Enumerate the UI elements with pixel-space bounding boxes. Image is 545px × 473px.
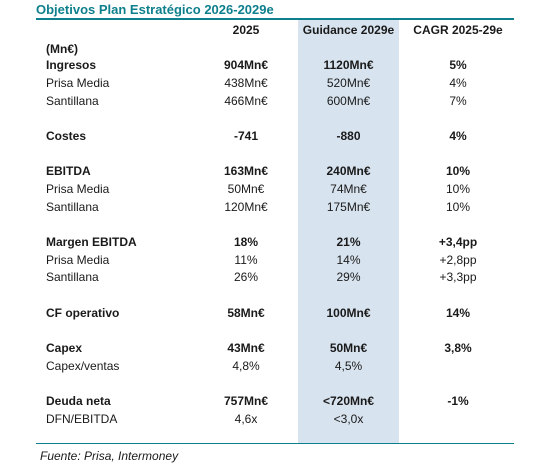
value-cagr: 4% [449,76,467,90]
value-2025: 26% [233,270,259,284]
guidance-column-highlight [298,20,399,443]
row-label: Capex/ventas [46,359,120,373]
value-2025: 757Mn€ [223,394,269,408]
column-header-cagr: CAGR 2025-29e [413,23,503,37]
value-2025: 58Mn€ [227,306,265,320]
row-ingresos-prisa-media: Prisa Media 438Mn€ 520Mn€ 4% [0,76,545,92]
row-margen-ebitda: Margen EBITDA 18% 21% +3,4pp [0,235,545,251]
title-divider [36,18,514,20]
row-label: Santillana [46,94,99,108]
value-2025: 466Mn€ [224,94,268,108]
value-guidance: 240Mn€ [326,164,371,178]
row-ingresos: Ingresos 904Mn€ 1120Mn€ 5% [0,58,545,74]
row-dfn-ebitda: DFN/EBITDA 4,6x <3,0x [0,412,545,428]
value-guidance: -880 [336,129,361,143]
row-margen-prisa-media: Prisa Media 11% 14% +2,8pp [0,253,545,269]
value-cagr: 7% [449,94,467,108]
row-costes: Costes -741 -880 4% [0,129,545,145]
value-guidance: 50Mn€ [329,341,368,355]
row-label: Prisa Media [46,76,110,90]
table-title: Objetivos Plan Estratégico 2026-2029e [36,2,274,17]
value-guidance: 1120Mn€ [323,58,374,72]
value-2025: 4,8% [232,359,260,373]
row-label: EBITDA [46,164,91,178]
row-cf-operativo: CF operativo 58Mn€ 100Mn€ 14% [0,306,545,322]
row-label: Ingresos [46,58,97,72]
value-2025: 43Mn€ [227,341,265,355]
value-guidance: 29% [336,270,361,284]
row-label: Prisa Media [46,253,110,267]
value-2025: 18% [233,235,259,249]
value-2025: 120Mn€ [224,200,268,214]
value-guidance: 4,5% [334,359,363,373]
row-margen-santillana: Santillana 26% 29% +3,3pp [0,270,545,286]
value-2025: 904Mn€ [223,58,269,72]
row-label: Capex [46,341,83,355]
value-2025: 4,6x [234,412,258,426]
value-2025: 50Mn€ [227,182,265,196]
row-label: Costes [46,129,87,143]
row-label: Santillana [46,200,99,214]
row-capex: Capex 43Mn€ 50Mn€ 3,8% [0,341,545,357]
row-deuda-neta: Deuda neta 757Mn€ <720Mn€ -1% [0,394,545,410]
value-guidance: 14% [336,253,361,267]
value-2025: 163Mn€ [223,164,269,178]
column-header-2025: 2025 [232,23,260,37]
row-label: Deuda neta [46,394,111,408]
value-cagr: +3,4pp [438,235,478,249]
value-cagr: 3,8% [444,341,472,355]
value-cagr: 10% [445,182,471,196]
value-cagr: 14% [445,306,471,320]
row-ebitda-prisa-media: Prisa Media 50Mn€ 74Mn€ 10% [0,182,545,198]
column-header-guidance: Guidance 2029e [302,23,395,37]
value-cagr: +3,3pp [439,270,477,284]
row-ebitda-santillana: Santillana 120Mn€ 175Mn€ 10% [0,200,545,216]
value-cagr: +2,8pp [439,253,477,267]
value-guidance: 520Mn€ [326,76,371,90]
row-label: Margen EBITDA [46,235,137,249]
row-label: Santillana [46,270,99,284]
value-2025: 438Mn€ [224,76,268,90]
row-ingresos-santillana: Santillana 466Mn€ 600Mn€ 7% [0,94,545,110]
value-guidance: <3,0x [333,412,364,426]
value-guidance: 600Mn€ [326,94,371,108]
value-cagr: 10% [445,164,471,178]
units-label: (Mn€) [46,42,78,56]
value-2025: -741 [233,129,259,143]
row-label: CF operativo [46,306,120,320]
row-label: DFN/EBITDA [46,412,118,426]
value-2025: 11% [234,253,258,267]
footer-divider [36,443,514,444]
value-cagr: 5% [449,58,467,72]
row-capex-ventas: Capex/ventas 4,8% 4,5% [0,359,545,375]
value-cagr: 4% [449,129,467,143]
value-cagr: 10% [445,200,471,214]
value-guidance: 21% [336,235,361,249]
row-ebitda: EBITDA 163Mn€ 240Mn€ 10% [0,164,545,180]
value-cagr: -1% [447,394,469,408]
row-label: Prisa Media [46,182,110,196]
value-guidance: 74Mn€ [330,182,367,196]
value-guidance: 100Mn€ [326,306,371,320]
value-guidance: 175Mn€ [326,200,371,214]
value-guidance: <720Mn€ [322,394,375,408]
source-note: Fuente: Prisa, Intermoney [40,449,179,463]
